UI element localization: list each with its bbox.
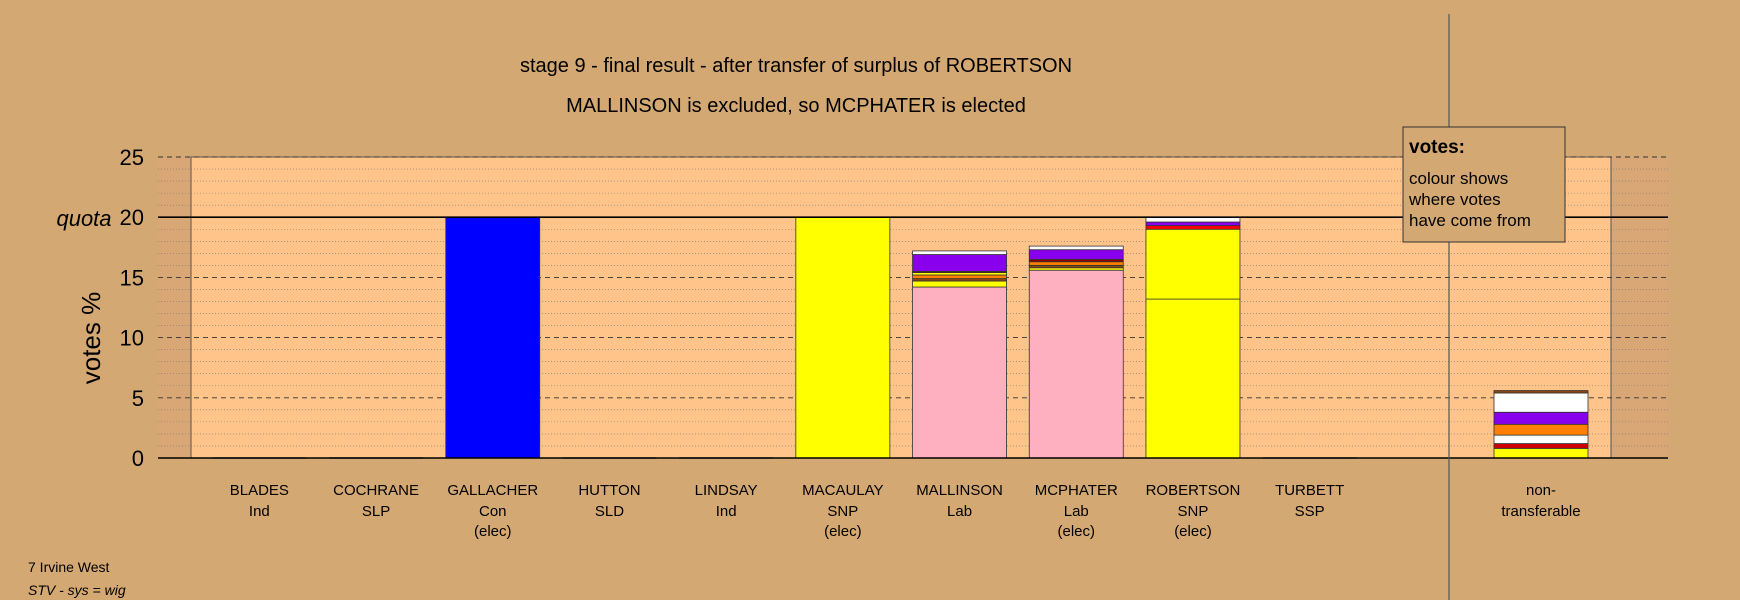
nontransferable-segment — [1493, 434, 1589, 444]
x-tick-label-party: Con — [479, 503, 507, 520]
x-tick-label-name: TURBETT — [1275, 482, 1344, 499]
bar-segment — [445, 216, 541, 459]
bar-segment — [1145, 225, 1241, 230]
x-tick-label-party: SNP — [1178, 503, 1209, 520]
bar-segment — [1145, 228, 1241, 300]
x-tick-label-name: COCHRANE — [333, 482, 419, 499]
x-tick-label-party: Ind — [716, 503, 737, 520]
x-tick-label-party: Ind — [249, 503, 270, 520]
nontransferable-segment — [1493, 443, 1589, 449]
legend-line-3: have come from — [1409, 211, 1531, 230]
x-tick-label-party: Lab — [947, 503, 972, 520]
x-tick-label-name: MCPHATER — [1035, 482, 1118, 499]
legend-title: votes: — [1409, 137, 1465, 158]
x-tick-label-party: Lab — [1064, 503, 1089, 520]
nontransferable-label-1: non- — [1526, 482, 1556, 499]
bar-segment — [1028, 249, 1124, 260]
x-tick-label-party: SNP — [827, 503, 858, 520]
bar-segment — [1145, 298, 1241, 459]
y-tick-label: 10 — [120, 326, 144, 351]
y-tick-label: 15 — [120, 265, 144, 290]
legend: votes: colour shows where votes have com… — [1402, 126, 1566, 243]
bar-segment — [912, 254, 1007, 272]
bar-segment — [1028, 261, 1124, 266]
x-tick-label-party: SLD — [595, 503, 624, 520]
nontransferable-segment — [1493, 447, 1589, 459]
x-tick-label-name: BLADES — [230, 482, 289, 499]
plot-area — [190, 156, 1612, 459]
x-tick-label-status: (elec) — [1057, 523, 1095, 540]
bar-segment — [912, 250, 1007, 255]
nontransferable-segment — [1493, 392, 1589, 413]
bar-segment — [1145, 221, 1241, 227]
x-tick-label-status: (elec) — [474, 523, 512, 540]
bar-segment — [1028, 245, 1124, 251]
y-tick-label: 5 — [132, 386, 144, 411]
bar-segment — [912, 280, 1007, 288]
bar-segment — [795, 216, 891, 459]
nontransferable-segment — [1493, 411, 1589, 425]
x-tick-label-status: (elec) — [824, 523, 862, 540]
x-tick-label-name: ROBERTSON — [1146, 482, 1241, 499]
x-tick-label-status: (elec) — [1174, 523, 1212, 540]
bar-segment — [912, 286, 1007, 459]
legend-line-1: colour shows — [1409, 169, 1508, 188]
nontransferable-segment — [1493, 423, 1589, 436]
y-axis-label: votes % — [76, 292, 106, 385]
y-tick-label: 25 — [120, 145, 144, 170]
x-tick-label-name: MACAULAY — [802, 482, 883, 499]
chart-title: stage 9 - final result - after transfer … — [520, 55, 1072, 77]
x-tick-label-name: LINDSAY — [695, 482, 758, 499]
bar-segment — [1028, 269, 1124, 459]
system-label: STV - sys = wig — [28, 582, 126, 598]
ward-label: 7 Irvine West — [28, 559, 110, 575]
x-tick-label-name: GALLACHER — [447, 482, 538, 499]
bar-segment — [912, 274, 1007, 280]
x-tick-label-party: SLP — [362, 503, 390, 520]
nontransferable-segment — [1493, 390, 1589, 394]
legend-box — [1402, 126, 1566, 243]
x-tick-label-name: HUTTON — [578, 482, 640, 499]
x-tick-label-party: SSP — [1295, 503, 1325, 520]
nontransferable-label-2: transferable — [1501, 503, 1580, 520]
legend-line-2: where votes — [1408, 190, 1501, 209]
y-tick-label: 0 — [132, 446, 144, 471]
quota-label: quota — [56, 206, 111, 231]
chart-subtitle: MALLINSON is excluded, so MCPHATER is el… — [566, 95, 1026, 117]
x-tick-label-name: MALLINSON — [916, 482, 1003, 499]
y-tick-label: 20 — [120, 205, 144, 230]
